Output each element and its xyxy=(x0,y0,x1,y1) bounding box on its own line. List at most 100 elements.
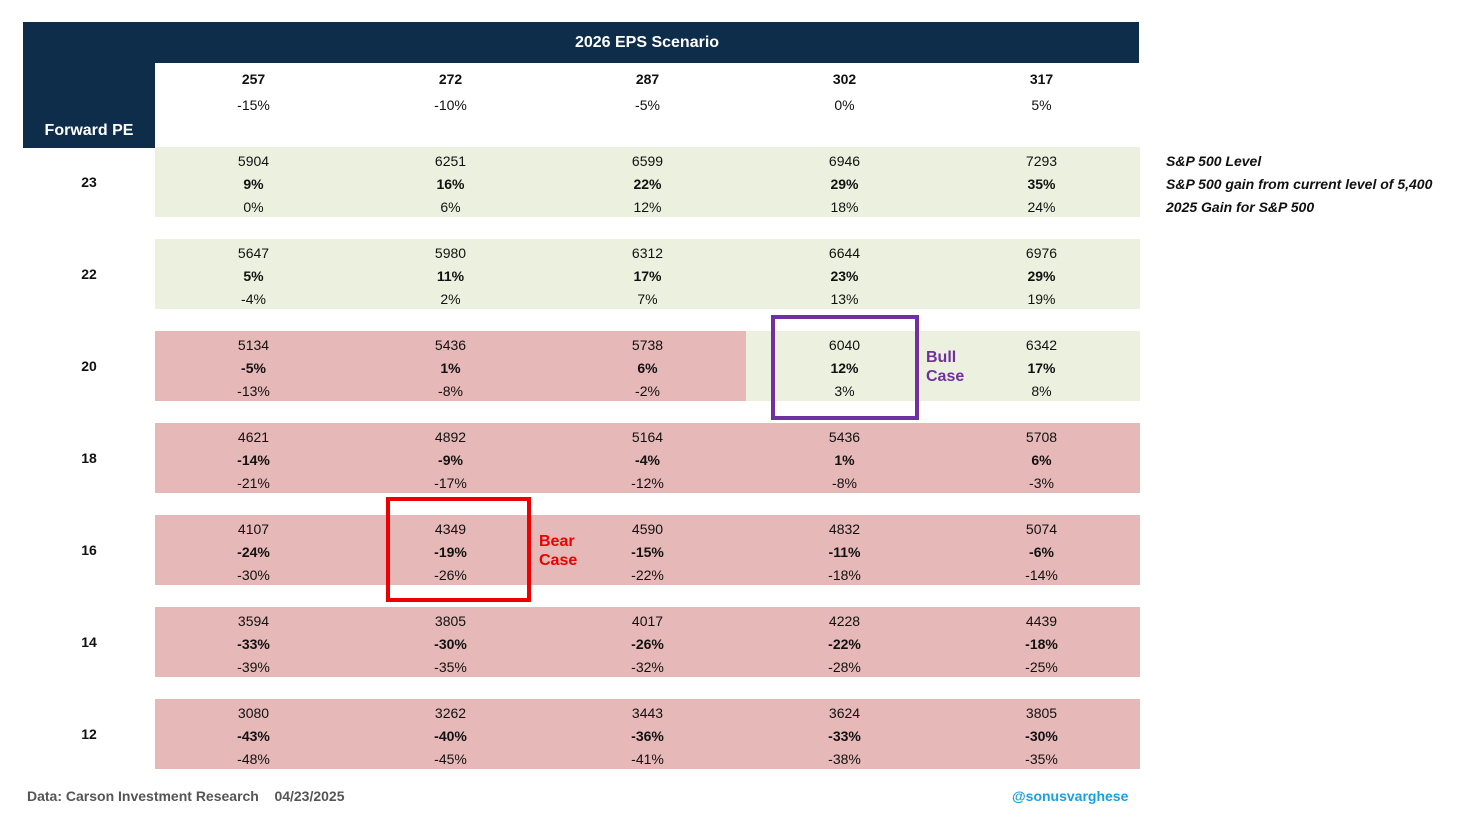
scenario-cell: 6599 22% 12% xyxy=(549,150,746,219)
cell-background xyxy=(155,147,352,217)
cell-background xyxy=(155,331,352,401)
scenario-cell: 4017 -26% -32% xyxy=(549,610,746,679)
sp500-level: 5738 xyxy=(631,337,664,353)
scenario-cell: 6644 23% 13% xyxy=(746,242,943,311)
scenario-cell: 5436 1% -8% xyxy=(352,334,549,403)
scenario-cell: 5436 1% -8% xyxy=(746,426,943,495)
eps-change: -10% xyxy=(434,97,467,113)
eps-change: 5% xyxy=(1031,97,1052,113)
gain-from-current: -33% xyxy=(828,728,861,744)
sp500-level: 5436 xyxy=(828,429,861,445)
gain-2025: -2% xyxy=(635,383,660,399)
gain-2025: 8% xyxy=(1031,383,1052,399)
cell-background xyxy=(155,699,352,769)
gain-2025: -13% xyxy=(237,383,270,399)
gain-from-current: -30% xyxy=(434,636,467,652)
gain-from-current: -36% xyxy=(631,728,664,744)
eps-change: 0% xyxy=(834,97,855,113)
sp500-level: 3594 xyxy=(237,613,270,629)
gain-from-current: 17% xyxy=(1027,360,1056,376)
gain-from-current: -4% xyxy=(635,452,660,468)
gain-from-current: -19% xyxy=(434,544,467,560)
cell-background xyxy=(352,423,549,493)
scenario-cell: 4832 -11% -18% xyxy=(746,518,943,587)
sp500-level: 7293 xyxy=(1025,153,1058,169)
cell-background xyxy=(746,147,943,217)
forward-pe-label: 16 xyxy=(81,542,97,558)
bull-case-highlight xyxy=(771,315,919,420)
gain-from-current: 9% xyxy=(243,176,264,192)
scenario-cell: 4349 -19% -26% xyxy=(352,518,549,587)
gain-2025: -21% xyxy=(237,475,270,491)
eps-value: 272 xyxy=(438,71,463,87)
scenario-cell: 5738 6% -2% xyxy=(549,334,746,403)
eps-column-header: 287 -5% xyxy=(549,66,746,118)
eps-column-header: 272 -10% xyxy=(352,66,549,118)
author-handle[interactable]: @sonusvarghese xyxy=(1012,788,1129,804)
gain-2025: -25% xyxy=(1025,659,1058,675)
cell-background xyxy=(549,239,746,309)
cell-background xyxy=(746,699,943,769)
date-text: 04/23/2025 xyxy=(274,788,345,804)
cell-background xyxy=(943,515,1140,585)
gain-2025: 19% xyxy=(1027,291,1056,307)
cell-background xyxy=(746,515,943,585)
scenario-cell: 4892 -9% -17% xyxy=(352,426,549,495)
forward-pe-label: 22 xyxy=(81,266,97,282)
scenario-cell: 5904 9% 0% xyxy=(155,150,352,219)
scenario-cell: 5708 6% -3% xyxy=(943,426,1140,495)
gain-2025: 3% xyxy=(834,383,855,399)
sp500-level: 4439 xyxy=(1025,613,1058,629)
scenario-cell: 6312 17% 7% xyxy=(549,242,746,311)
cell-background xyxy=(549,607,746,677)
eps-value: 257 xyxy=(241,71,266,87)
cell-background xyxy=(155,239,352,309)
gain-2025: 12% xyxy=(633,199,662,215)
scenario-cell: 5647 5% -4% xyxy=(155,242,352,311)
gain-from-current: 12% xyxy=(830,360,859,376)
gain-from-current: -14% xyxy=(237,452,270,468)
bear-case-label: Bear Case xyxy=(539,532,577,570)
scenario-cell: 6040 12% 3% xyxy=(746,334,943,403)
cell-background xyxy=(352,699,549,769)
gain-2025: 7% xyxy=(637,291,658,307)
legend-level: S&P 500 Level xyxy=(1166,153,1262,169)
gain-2025: -41% xyxy=(631,751,664,767)
scenario-cell: 4621 -14% -21% xyxy=(155,426,352,495)
source-text: Data: Carson Investment Research xyxy=(27,788,259,804)
cell-background xyxy=(943,147,1140,217)
cell-background xyxy=(746,607,943,677)
cell-background xyxy=(352,239,549,309)
bull-label-line2: Case xyxy=(926,368,965,385)
sp500-level: 3262 xyxy=(434,705,467,721)
bear-label-line1: Bear xyxy=(539,533,575,550)
gain-from-current: 6% xyxy=(1031,452,1052,468)
scenario-cell: 5074 -6% -14% xyxy=(943,518,1140,587)
forward-pe-label: 14 xyxy=(81,634,97,650)
gain-2025: -8% xyxy=(832,475,857,491)
eps-column-header: 257 -15% xyxy=(155,66,352,118)
header-bar: 2026 EPS Scenario xyxy=(23,22,1139,63)
gain-2025: -35% xyxy=(1025,751,1058,767)
legend-2025-gain: 2025 Gain for S&P 500 xyxy=(1166,199,1315,215)
gain-2025: -14% xyxy=(1025,567,1058,583)
cell-background xyxy=(943,331,1140,401)
scenario-cell: 3443 -36% -41% xyxy=(549,702,746,771)
sp500-level: 5904 xyxy=(237,153,270,169)
gain-from-current: 1% xyxy=(440,360,461,376)
gain-from-current: 22% xyxy=(633,176,662,192)
gain-from-current: 6% xyxy=(637,360,658,376)
sp500-level: 3805 xyxy=(434,613,467,629)
sp500-level: 4892 xyxy=(434,429,467,445)
gain-from-current: -5% xyxy=(241,360,266,376)
sp500-level: 5708 xyxy=(1025,429,1058,445)
cell-background xyxy=(352,607,549,677)
sp500-level: 3080 xyxy=(237,705,270,721)
legend-gain-from-current: S&P 500 gain from current level of 5,400 xyxy=(1166,176,1433,192)
gain-2025: -12% xyxy=(631,475,664,491)
gain-from-current: 5% xyxy=(243,268,264,284)
bull-label-line1: Bull xyxy=(926,349,957,366)
gain-from-current: 29% xyxy=(830,176,859,192)
gain-2025: 0% xyxy=(243,199,264,215)
scenario-cell: 4590 -15% -22% xyxy=(549,518,746,587)
